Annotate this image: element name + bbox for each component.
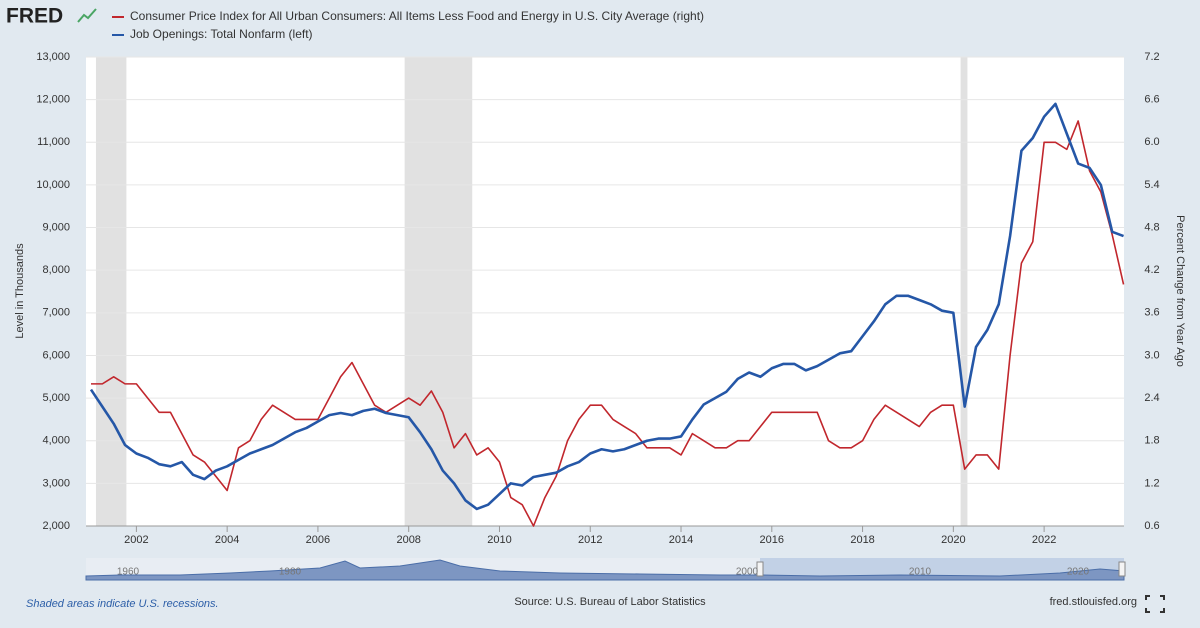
y2-tick-label: 2.4 — [1144, 392, 1159, 404]
navigator-handle[interactable] — [1118, 561, 1126, 577]
y-tick-label: 8,000 — [42, 264, 70, 276]
navigator-label: 1980 — [279, 567, 302, 578]
legend-entry: Consumer Price Index for All Urban Consu… — [130, 9, 704, 23]
y-tick-label: 3,000 — [42, 477, 70, 489]
legend-entry: Job Openings: Total Nonfarm (left) — [130, 27, 313, 41]
y-tick-label: 12,000 — [36, 94, 70, 106]
navigator-area — [85, 559, 1125, 581]
recession-band — [404, 57, 473, 526]
y-tick-label: 13,000 — [36, 51, 70, 63]
x-tick-label: 2012 — [578, 534, 602, 546]
y2-tick-label: 1.2 — [1144, 477, 1159, 489]
y2-tick-label: 6.0 — [1144, 136, 1159, 148]
logo-icon — [77, 8, 97, 23]
navigator-label: 1960 — [117, 567, 140, 578]
url: fred.stlouisfed.org — [1050, 596, 1137, 608]
x-tick-label: 2010 — [487, 534, 511, 546]
recession-band — [95, 57, 127, 526]
plot-area — [86, 57, 1124, 526]
y2-tick-label: 6.6 — [1144, 94, 1159, 106]
y2-tick-label: 3.6 — [1144, 307, 1159, 319]
logo: FRED — [6, 5, 63, 28]
x-tick-label: 2002 — [124, 534, 148, 546]
y-tick-label: 7,000 — [42, 307, 70, 319]
y-tick-label: 2,000 — [42, 520, 70, 532]
navigator-label: 2000 — [736, 567, 759, 578]
x-tick-label: 2018 — [850, 534, 874, 546]
x-tick-label: 2022 — [1032, 534, 1056, 546]
y2-tick-label: 4.2 — [1144, 264, 1159, 276]
series-line — [90, 120, 1125, 527]
y-tick-label: 9,000 — [42, 221, 70, 233]
x-tick-label: 2020 — [941, 534, 965, 546]
series-line — [89, 102, 1125, 511]
x-tick-label: 2006 — [306, 534, 330, 546]
y-tick-label: 5,000 — [42, 392, 70, 404]
navigator-handle[interactable] — [756, 561, 764, 577]
recession-band — [960, 57, 968, 526]
y-axis-title: Level in Thousands — [14, 243, 26, 339]
fullscreen-button[interactable] — [1145, 595, 1165, 613]
y2-axis-title: Percent Change from Year Ago — [1174, 215, 1186, 367]
navigator-label: 2020 — [1067, 567, 1090, 578]
x-tick-label: 2004 — [215, 534, 239, 546]
y2-tick-label: 0.6 — [1144, 520, 1159, 532]
x-tick-label: 2014 — [669, 534, 693, 546]
y-tick-label: 10,000 — [36, 179, 70, 191]
source: Source: U.S. Bureau of Labor Statistics — [514, 596, 706, 608]
recession-note: Shaded areas indicate U.S. recessions. — [26, 598, 219, 610]
y-tick-label: 11,000 — [37, 136, 70, 148]
x-tick-label: 2008 — [396, 534, 420, 546]
y-tick-label: 4,000 — [42, 435, 70, 447]
y2-tick-label: 7.2 — [1144, 51, 1159, 63]
y2-tick-label: 3.0 — [1144, 349, 1159, 361]
y-tick-label: 6,000 — [42, 349, 70, 361]
y2-tick-label: 1.8 — [1144, 435, 1159, 447]
navigator-label: 2010 — [909, 567, 932, 578]
x-tick-label: 2016 — [760, 534, 784, 546]
y2-tick-label: 4.8 — [1144, 221, 1159, 233]
y2-tick-label: 5.4 — [1144, 179, 1159, 191]
